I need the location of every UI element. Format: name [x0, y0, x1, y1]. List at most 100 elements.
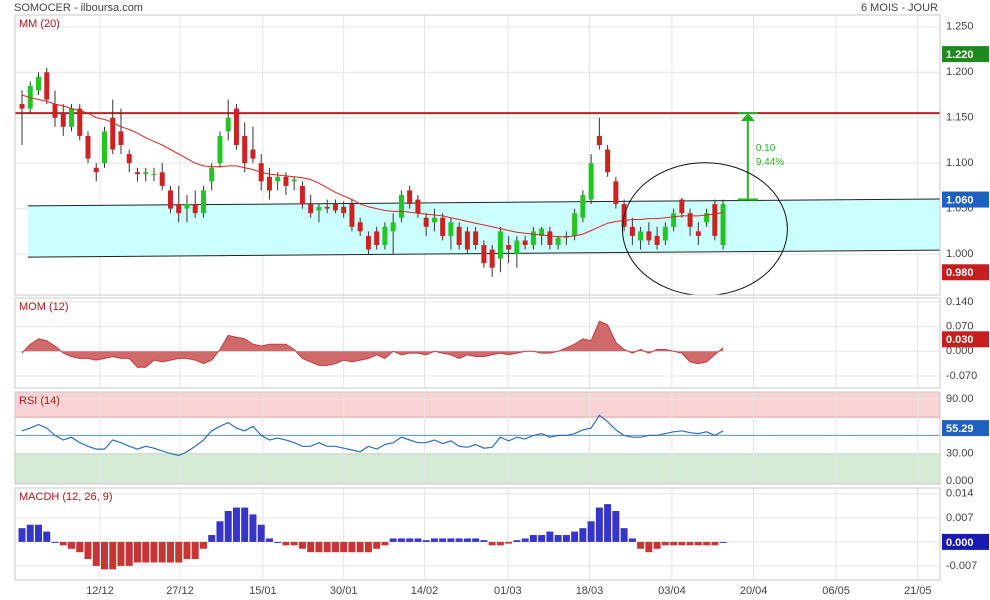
candle-body: [134, 172, 140, 175]
candle-body: [357, 222, 363, 232]
histogram-bar: [356, 541, 364, 553]
candle-body: [68, 108, 74, 127]
candle-body: [101, 131, 107, 164]
histogram-bar: [529, 535, 537, 542]
histogram-bar: [191, 541, 199, 560]
arrow-label: 0.10: [756, 143, 776, 154]
candle-body: [489, 249, 495, 268]
y-tick-label: 0.000: [946, 475, 974, 487]
histogram-bar: [686, 541, 694, 546]
x-tick-label: 30/01: [330, 585, 358, 597]
candle-body: [539, 228, 545, 236]
histogram-bar: [26, 524, 34, 542]
candle-body: [85, 135, 91, 159]
y-tick-label: 0.000: [946, 345, 974, 357]
candle-body: [654, 235, 660, 245]
histogram-bar: [571, 531, 579, 542]
histogram-bar: [100, 541, 108, 570]
candle-body: [266, 176, 272, 191]
candle-body: [629, 226, 635, 236]
histogram-bar: [430, 538, 438, 542]
candle-body: [299, 185, 305, 205]
histogram-bar: [513, 540, 521, 542]
moving-average-line: [21, 94, 724, 238]
histogram-bar: [249, 514, 257, 542]
x-tick-label: 12/12: [86, 585, 114, 597]
candle-body: [712, 204, 718, 236]
candle-body: [423, 217, 429, 227]
candle-body: [415, 199, 421, 214]
candle-body: [547, 231, 553, 245]
candle-body: [52, 104, 58, 118]
histogram-bar: [35, 524, 43, 542]
histogram-bar: [587, 521, 595, 542]
histogram-bar: [463, 538, 471, 542]
histogram-bar: [488, 541, 496, 546]
candle-body: [110, 117, 116, 150]
candle-body: [662, 226, 668, 241]
momentum-area: [22, 321, 724, 368]
price-marker: [942, 331, 989, 348]
x-tick-label: 21/05: [904, 585, 932, 597]
histogram-bar: [719, 541, 727, 543]
histogram-bar: [546, 531, 554, 542]
histogram-bar: [274, 541, 282, 543]
candle-body: [192, 204, 198, 214]
histogram-bar: [406, 538, 414, 542]
candle-body: [225, 117, 231, 132]
histogram-bar: [661, 541, 669, 546]
candle-body: [382, 226, 388, 245]
candle-body: [605, 149, 611, 173]
candle-body: [398, 195, 404, 218]
y-tick-label: 30.00: [946, 448, 974, 460]
candle-body: [143, 172, 149, 175]
candle-body: [349, 204, 355, 227]
histogram-bar: [282, 541, 290, 546]
histogram-bar: [298, 541, 306, 549]
histogram-bar: [43, 531, 51, 542]
candle-body: [93, 167, 99, 173]
histogram-bar: [628, 538, 636, 542]
candle-body: [36, 76, 42, 91]
arrow-head: [740, 113, 755, 122]
candle-body: [555, 237, 561, 245]
x-tick-label: 18/03: [576, 585, 604, 597]
histogram-bar: [653, 541, 661, 549]
candle-body: [374, 231, 380, 245]
histogram-bar: [620, 528, 628, 542]
panel-frame: [14, 391, 941, 485]
price-marker-label: 55.29: [946, 423, 974, 435]
histogram-bar: [142, 541, 150, 563]
candle-body: [242, 135, 248, 164]
histogram-bar: [117, 541, 125, 566]
y-tick-label: 90.00: [946, 393, 974, 405]
histogram-bar: [315, 541, 323, 553]
histogram-bar: [521, 538, 529, 542]
candle-body: [332, 204, 338, 211]
candle-body: [126, 154, 132, 164]
histogram-bar: [18, 528, 26, 542]
histogram-bar: [76, 541, 84, 553]
histogram-bar: [637, 541, 645, 549]
histogram-bar: [397, 538, 405, 542]
candle-body: [200, 190, 206, 214]
candle-body: [209, 167, 215, 182]
histogram-bar: [166, 541, 174, 563]
histogram-bar: [199, 541, 207, 549]
price-marker: [942, 191, 989, 208]
panel-frame: [14, 297, 941, 389]
histogram-bar: [125, 541, 133, 566]
histogram-bar: [414, 538, 422, 542]
channel-fill: [27, 199, 940, 258]
histogram-bar: [340, 541, 348, 553]
candle-body: [283, 176, 289, 186]
candle-body: [19, 104, 25, 109]
histogram-bar: [158, 541, 166, 563]
candle-body: [217, 135, 223, 164]
x-tick-label: 15/01: [249, 585, 277, 597]
candle-body: [530, 231, 536, 245]
candle-body: [77, 108, 83, 136]
histogram-bar: [257, 524, 265, 542]
source-title: SOMOCER - ilboursa.com: [14, 2, 143, 14]
